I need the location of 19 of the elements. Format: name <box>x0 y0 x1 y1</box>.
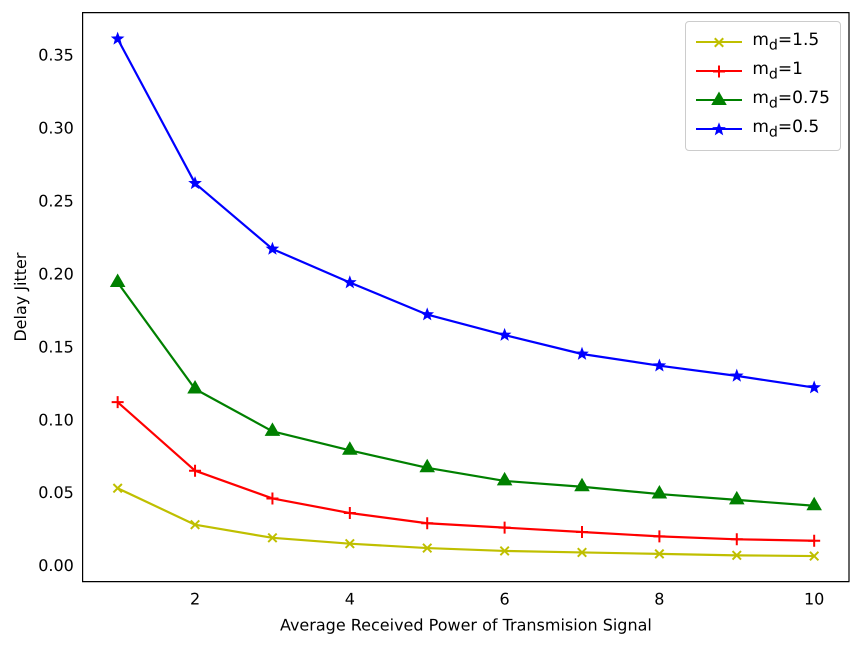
legend-label: m$_{d}$=0.75 <box>752 88 830 112</box>
y-tick-label: 0.00 <box>38 556 74 576</box>
y-tick-label: 0.05 <box>38 483 74 502</box>
y-tick-label: 0.10 <box>38 410 74 430</box>
y-tick-label: 0.35 <box>38 46 74 65</box>
x-tick-label: 4 <box>344 589 355 608</box>
legend-label: m$_{d}$=1.5 <box>752 30 820 54</box>
x-tick-label: 8 <box>654 589 664 608</box>
x-tick-label: 2 <box>190 589 200 608</box>
y-tick-label: 0.30 <box>38 118 74 138</box>
x-tick-label: 6 <box>500 589 510 608</box>
y-tick-label: 0.20 <box>38 264 74 284</box>
y-tick-label: 0.25 <box>38 191 74 210</box>
y-axis-title: Delay Jitter <box>10 252 30 342</box>
legend-label: m$_{d}$=1 <box>752 59 803 83</box>
x-axis-title: Average Received Power of Transmision Signal <box>280 616 652 635</box>
y-tick-label: 0.15 <box>38 337 74 356</box>
legend-label: m$_{d}$=0.5 <box>752 117 820 141</box>
x-tick-label: 10 <box>804 589 824 608</box>
